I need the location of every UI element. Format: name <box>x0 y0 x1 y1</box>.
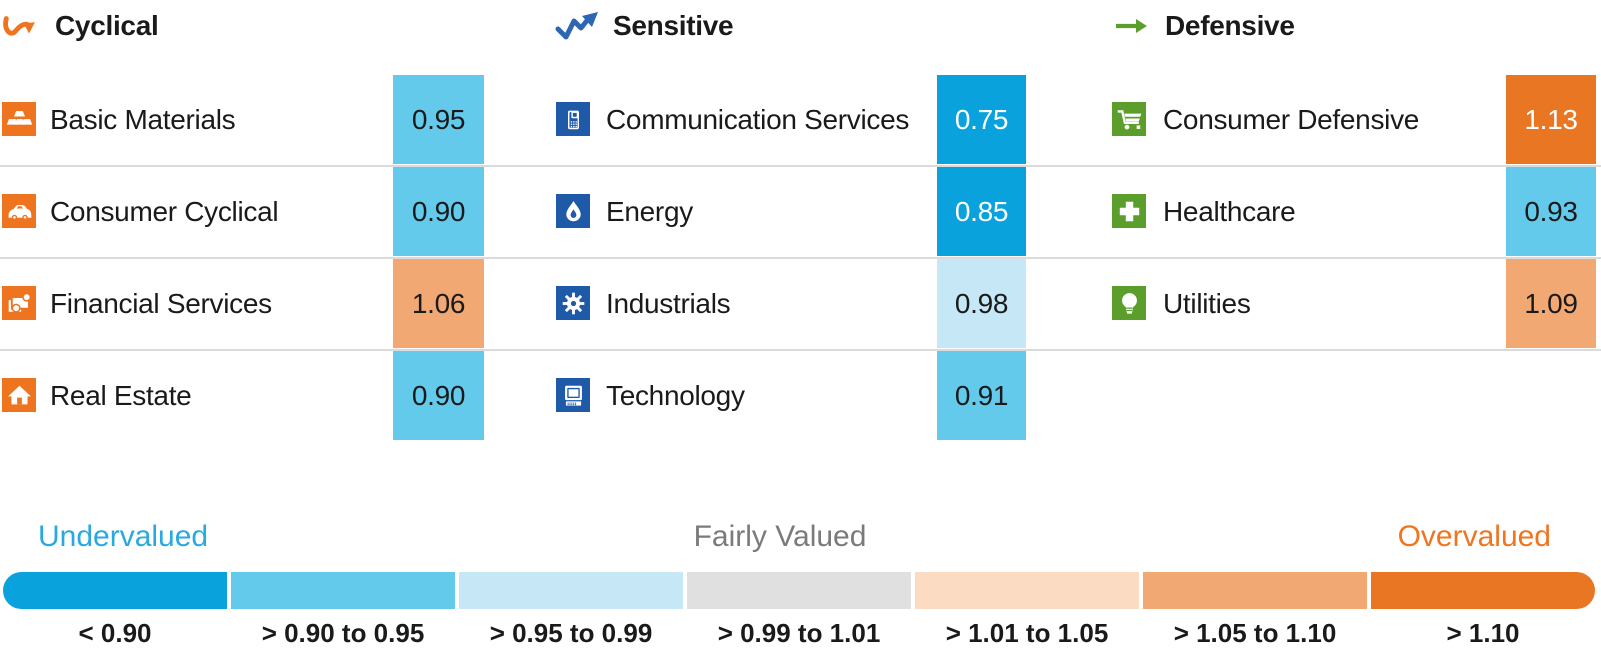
sector-row: Energy 0.85 <box>540 167 1080 256</box>
valuation-scale-bar <box>3 572 1595 609</box>
supersector-title: Sensitive <box>613 10 734 41</box>
mobile-phone-icon <box>556 102 590 136</box>
value-cell: 0.90 <box>393 167 484 256</box>
scale-range-label: > 0.90 to 0.95 <box>261 618 425 648</box>
scale-range-label: > 1.01 to 1.05 <box>945 618 1109 648</box>
sector-row: Industrials 0.98 <box>540 259 1080 348</box>
value-cell: 1.13 <box>1506 75 1596 164</box>
sector-label: Industrials <box>606 287 731 319</box>
sector-row: Technology 0.91 <box>540 351 1080 440</box>
lightbulb-icon <box>1112 286 1146 320</box>
value-cell: 0.95 <box>393 75 484 164</box>
sector-row: Real Estate 0.90 <box>0 351 540 440</box>
row-divider <box>0 165 1601 167</box>
sector-row: Healthcare 0.93 <box>1080 167 1601 256</box>
car-icon <box>2 194 36 228</box>
value-cell: 0.98 <box>937 259 1026 348</box>
sector-row: Consumer Defensive 1.13 <box>1080 75 1601 164</box>
sector-label: Financial Services <box>50 287 272 319</box>
sector-label: Real Estate <box>50 379 192 411</box>
value-cell: 0.93 <box>1506 167 1596 256</box>
scale-range-label: > 0.95 to 0.99 <box>489 618 653 648</box>
scale-range-label: > 1.10 <box>1446 618 1520 648</box>
scale-segment <box>915 572 1139 609</box>
row-divider <box>0 257 1601 259</box>
sector-label: Technology <box>606 379 745 411</box>
sector-label: Healthcare <box>1163 195 1296 227</box>
sector-row: Basic Materials 0.95 <box>0 75 540 164</box>
value-cell: 1.09 <box>1506 259 1596 348</box>
sector-row: Communication Services 0.75 <box>540 75 1080 164</box>
sector-label: Communication Services <box>606 103 910 135</box>
scale-range-label: < 0.90 <box>78 618 152 648</box>
defensive-header: Defensive <box>1115 6 1295 46</box>
scale-segment <box>1143 572 1367 609</box>
sector-row: Utilities 1.09 <box>1080 259 1601 348</box>
supersector-sensitive: Sensitive Communication Services 0.75 En… <box>540 0 1080 445</box>
zigzag-arrow-icon <box>555 11 600 41</box>
flame-icon <box>556 194 590 228</box>
scale-range-label: > 0.99 to 1.01 <box>717 618 881 648</box>
value-cell: 1.06 <box>393 259 484 348</box>
value-cell: 0.75 <box>937 75 1026 164</box>
sensitive-header: Sensitive <box>555 6 734 46</box>
value-cell: 0.85 <box>937 167 1026 256</box>
value-cell: 0.90 <box>393 351 484 440</box>
shopping-cart-icon <box>1112 102 1146 136</box>
cyclical-header: Cyclical <box>2 6 159 46</box>
sector-row: Consumer Cyclical 0.90 <box>0 167 540 256</box>
overvalued-label: Overvalued <box>1397 520 1551 553</box>
scale-segment <box>687 572 911 609</box>
house-icon <box>2 378 36 412</box>
valuation-scale-labels: < 0.90 > 0.90 to 0.95 > 0.95 to 0.99 > 0… <box>3 618 1595 654</box>
gear-icon <box>556 286 590 320</box>
scale-segment <box>459 572 683 609</box>
scale-segment <box>231 572 455 609</box>
medical-cross-icon <box>1112 194 1146 228</box>
scale-range-label: > 1.05 to 1.10 <box>1173 618 1337 648</box>
scale-segment <box>1371 572 1595 609</box>
supersector-title: Cyclical <box>55 10 159 41</box>
right-arrow-icon <box>1115 18 1147 34</box>
value-cell: 0.91 <box>937 351 1026 440</box>
cyclical-squiggle-icon <box>2 9 36 43</box>
gold-bars-icon <box>2 102 36 136</box>
undervalued-label: Undervalued <box>38 520 209 553</box>
sector-row: Financial Services 1.06 <box>0 259 540 348</box>
fairly-valued-label: Fairly Valued <box>693 520 867 553</box>
sector-label: Utilities <box>1163 287 1251 319</box>
sector-label: Consumer Cyclical <box>50 195 279 227</box>
row-divider <box>0 349 1601 351</box>
money-transfer-icon <box>2 286 36 320</box>
sector-label: Consumer Defensive <box>1163 103 1420 135</box>
computer-icon <box>556 378 590 412</box>
supersector-defensive: Defensive Consumer Defensive 1.13 Health… <box>1080 0 1601 445</box>
supersector-title: Defensive <box>1165 10 1295 41</box>
scale-segment <box>3 572 227 609</box>
sector-label: Basic Materials <box>50 103 236 135</box>
sector-label: Energy <box>606 195 693 227</box>
supersector-cyclical: Cyclical Basic Materials 0.95 Consumer C… <box>0 0 540 445</box>
